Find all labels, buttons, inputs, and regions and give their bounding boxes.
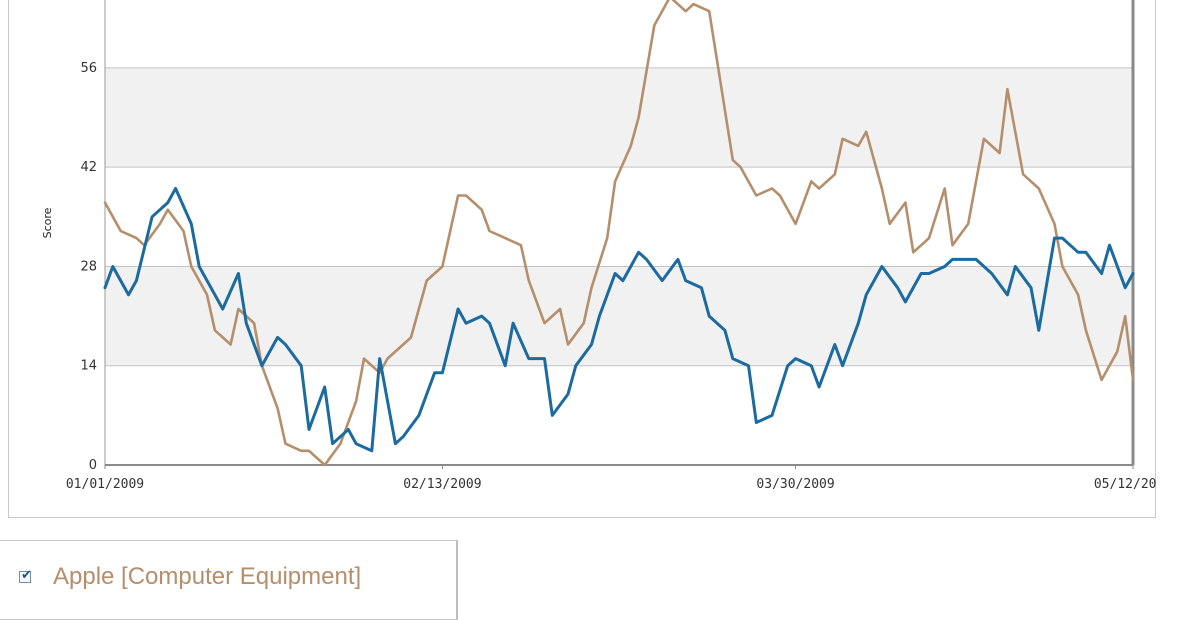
legend-item[interactable]: ✔ Apple [Computer Equipment] <box>19 563 361 591</box>
x-tick-label: 05/12/2009 <box>1094 477 1157 492</box>
line-chart: Score 0 14 28 42 56 01/01/2009 02/13/2009 03/30… <box>41 0 1157 492</box>
legend-checkbox[interactable]: ✔ <box>19 568 32 583</box>
plot-band <box>105 266 1133 366</box>
chart-frame: Score 0 14 28 42 56 01/01/2009 02/13/2009 03/30… <box>8 0 1157 518</box>
x-tick-label: 03/30/2009 <box>756 477 834 492</box>
y-tick-label: 42 <box>80 160 97 175</box>
y-axis-title: Score <box>41 207 54 238</box>
plot-band <box>105 167 1133 267</box>
y-tick-label: 0 <box>89 458 97 473</box>
y-tick-label: 14 <box>80 359 97 374</box>
x-tick-label: 01/01/2009 <box>66 477 144 492</box>
plot-band <box>105 0 1133 68</box>
checkmark-icon: ✔ <box>21 568 32 583</box>
legend-label: Apple [Computer Equipment] <box>53 563 362 590</box>
series-line <box>103 0 1135 467</box>
y-tick-label: 56 <box>80 61 97 76</box>
plot-band <box>105 67 1133 168</box>
plot-band <box>105 365 1133 465</box>
series-line <box>103 187 1135 453</box>
x-tick-label: 02/13/2009 <box>403 477 481 492</box>
y-tick-label: 28 <box>80 259 97 274</box>
legend-panel: ✔ Apple [Computer Equipment] <box>0 540 458 620</box>
